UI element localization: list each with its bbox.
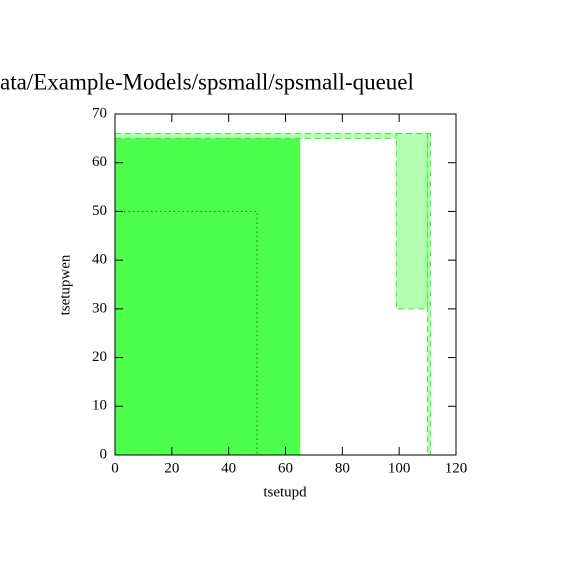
x-axis-label: tsetupd — [263, 484, 307, 500]
x-tick-label: 120 — [445, 460, 468, 476]
y-tick-label: 20 — [92, 349, 107, 365]
x-tick-label: 40 — [221, 460, 236, 476]
region — [395, 132, 429, 310]
x-tick-label: 60 — [278, 460, 293, 476]
y-tick-label: 30 — [92, 300, 107, 316]
x-tick-label: 80 — [335, 460, 350, 476]
y-tick-label: 60 — [92, 154, 107, 170]
chart-title: ata/Example-Models/spsmall/spsmall-queue… — [0, 69, 414, 94]
y-tick-label: 0 — [100, 446, 108, 462]
region — [114, 132, 431, 139]
y-axis-label: tsetupwen — [57, 254, 73, 315]
y-tick-label: 50 — [92, 203, 107, 219]
region — [114, 137, 301, 456]
y-tick-label: 10 — [92, 398, 107, 414]
y-tick-label: 70 — [92, 105, 107, 121]
y-tick-label: 40 — [92, 252, 107, 268]
x-tick-label: 20 — [164, 460, 179, 476]
x-tick-label: 0 — [111, 460, 119, 476]
x-tick-label: 100 — [388, 460, 411, 476]
